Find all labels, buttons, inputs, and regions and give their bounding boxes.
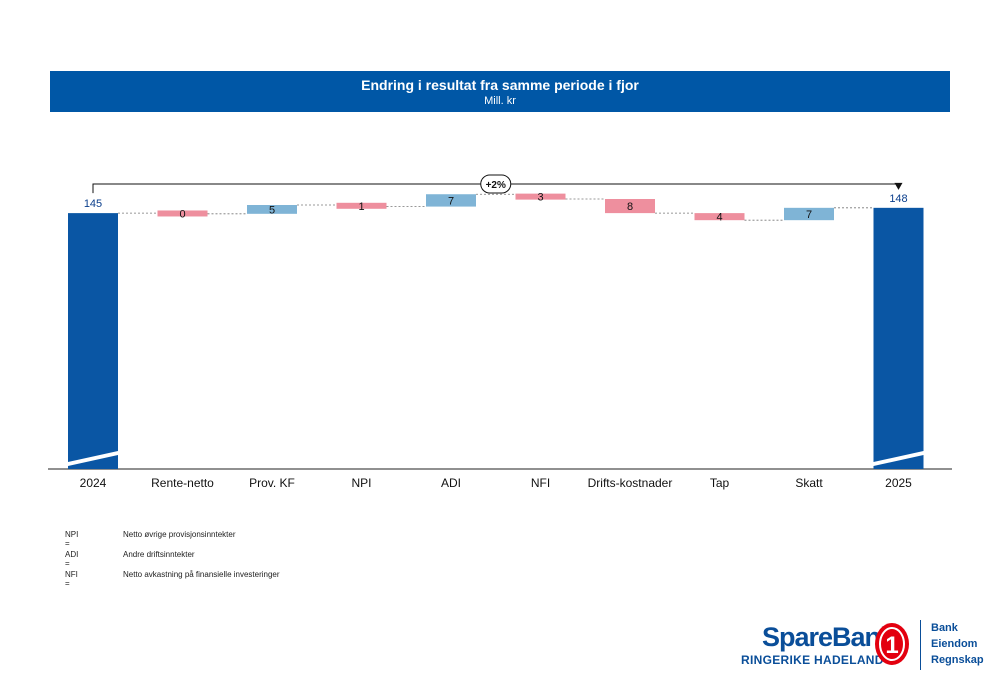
waterfall-bar [873,207,924,469]
logo-brand: SpareBank [762,622,895,652]
chart-subtitle: Mill. kr [484,95,516,107]
bar-break-stripe [873,451,924,466]
waterfall-bar [515,193,566,200]
bar-break-stripe [68,451,118,466]
bar-value-label: 4 [716,212,722,224]
bar-value-label: 5 [269,204,275,216]
glossary-abbr: ADI = [65,550,79,568]
waterfall-bar [605,199,655,214]
total-value-label: 145 [84,198,102,210]
x-tick-label: NFI [531,476,550,490]
waterfall-bar [426,194,476,207]
waterfall-bar [784,207,834,221]
logo-unit: Eiendom [931,638,978,650]
bar-value-label: 7 [806,209,812,221]
waterfall-bar [157,210,208,217]
change-badge [480,174,512,194]
total-value-label: 148 [889,193,907,205]
logo-divider [920,620,921,670]
glossary-abbr: NPI = [65,530,79,548]
bar-value-label: 3 [537,192,543,204]
change-percent-label: +2% [486,180,506,191]
bar-value-label: 8 [627,201,633,213]
waterfall-bar [247,205,297,214]
glossary-abbr: NFI = [65,570,78,588]
glossary-desc: Netto avkastning på finansielle invester… [123,570,280,579]
x-tick-label: Drifts-kostnader [588,476,673,490]
logo-unit: Bank [931,622,958,634]
logo-unit: Regnskap [931,654,984,666]
bar-value-label: 7 [448,195,454,207]
change-arrow-head [894,182,903,190]
logo-units: Bank Eiendom Regnskap [931,620,984,668]
sparebank-logo: SpareBank RINGERIKE HADELAND 1 Bank Eien… [738,620,988,675]
sparebank-one-badge-icon: 1 [875,623,909,665]
chart-title: Endring i resultat fra samme periode i f… [361,77,639,93]
x-tick-label: Rente-netto [151,476,214,490]
waterfall-bar [68,213,118,469]
glossary-desc: Netto øvrige provisjonsinntekter [123,530,236,539]
x-tick-label: Prov. KF [249,476,295,490]
waterfall-bar [336,202,387,209]
chart-title-banner: Endring i resultat fra samme periode i f… [50,71,950,112]
glossary-desc: Andre driftsinntekter [123,550,195,559]
waterfall-chart: 145 2024 0 Rente-netto 5 Prov. KF 1 NPI 7 ADI 3 NFI… [48,174,952,490]
waterfall-bar [694,213,745,221]
x-tick-label: NPI [351,476,371,490]
x-tick-label: 2025 [885,476,912,490]
x-tick-label: 2024 [80,476,107,490]
x-tick-label: Skatt [795,476,823,490]
x-tick-label: Tap [710,476,730,490]
logo-region: RINGERIKE HADELAND [741,653,884,667]
logo-badge-text: 1 [885,632,898,659]
bar-value-label: 0 [179,208,185,220]
x-tick-label: ADI [441,476,461,490]
bar-value-label: 1 [358,201,364,213]
